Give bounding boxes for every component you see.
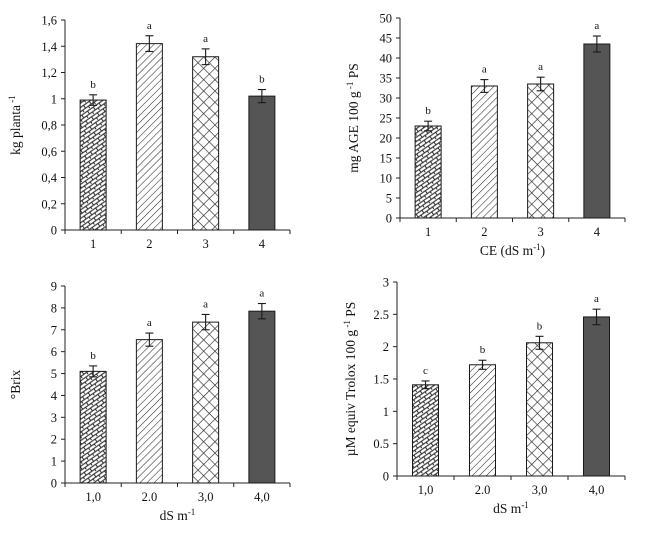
bar <box>583 43 611 219</box>
significance-letter: b <box>90 350 96 362</box>
y-tick-label: 0.5 <box>373 437 389 451</box>
bar <box>79 99 107 231</box>
y-tick-label: 1 <box>51 455 57 469</box>
bar <box>527 83 555 219</box>
y-tick-label: 40 <box>380 52 393 66</box>
y-tick-label: 1,4 <box>41 40 57 54</box>
y-tick-label: 2.5 <box>373 308 389 322</box>
significance-letter: a <box>482 64 487 76</box>
chart-panel-bottom-right: 0 0.5 1 1.5 2 2.5 3 c 1,0 b 2.0 b 3,0 a 4,0 µM equiv Tr… <box>342 276 626 516</box>
x-tick-label: 4,0 <box>589 483 605 497</box>
y-tick-label: 0 <box>383 470 389 484</box>
significance-letter: b <box>90 79 96 91</box>
bar <box>135 43 163 231</box>
y-tick-label: 10 <box>380 172 393 186</box>
x-tick-label: 3 <box>538 225 544 239</box>
y-tick-label: 4 <box>51 389 58 403</box>
y-axis-title: mg AGE 100 g -1 PS <box>345 63 361 173</box>
y-tick-label: 5 <box>386 192 392 206</box>
bar <box>79 370 107 484</box>
bar <box>248 310 276 484</box>
bar <box>526 342 553 477</box>
y-tick-label: 0,6 <box>41 145 57 159</box>
x-tick-label: 4,0 <box>254 490 270 504</box>
x-axis-title: dS m-1 <box>493 500 529 516</box>
x-tick-label: 2.0 <box>142 490 158 504</box>
y-tick-label: 7 <box>51 323 57 337</box>
y-tick-label: 5 <box>51 367 57 381</box>
y-tick-label: 20 <box>380 132 393 146</box>
y-tick-label: 2 <box>383 340 389 354</box>
x-tick-label: 1,0 <box>418 483 434 497</box>
chart-panel-top-left: 0 0,2 0,4 0,6 0,8 1 1,2 1,4 1,6 b 1 a 2 a 3 b 4 kg planta… <box>7 14 291 251</box>
y-axis-title: µM equiv Trolox 100 g -1 PS <box>342 302 358 456</box>
y-axis-title: kg planta -1 <box>7 95 23 155</box>
y-tick-label: 30 <box>380 92 393 106</box>
bar <box>192 56 220 231</box>
bar <box>470 85 498 219</box>
y-tick-label: 0,4 <box>41 171 57 185</box>
x-tick-label: 2 <box>481 225 487 239</box>
y-tick-label: 0 <box>386 212 392 226</box>
y-tick-label: 3 <box>51 411 57 425</box>
x-tick-label: 1,0 <box>85 490 101 504</box>
x-tick-label: 3,0 <box>198 490 214 504</box>
significance-letter: a <box>259 288 264 300</box>
bar <box>583 316 610 477</box>
x-tick-label: 4 <box>259 237 266 251</box>
significance-letter: a <box>203 33 208 45</box>
x-axis-title: dS m-1 <box>160 507 196 523</box>
x-tick-label: 3,0 <box>532 483 548 497</box>
y-tick-label: 50 <box>380 12 393 26</box>
y-tick-label: 1.5 <box>373 373 389 387</box>
chart-panel-top-right: 0 5 10 15 20 25 30 35 40 45 50 b 1 a 2 a 3 a 4 mg AGE 100 g… <box>345 12 626 258</box>
y-axis-title: °Brix <box>8 370 23 400</box>
y-tick-label: 0 <box>51 477 57 491</box>
x-tick-label: 1 <box>425 225 431 239</box>
y-tick-label: 0 <box>51 224 57 238</box>
y-tick-label: 45 <box>380 32 393 46</box>
bar <box>412 384 439 477</box>
y-tick-label: 0,2 <box>41 197 57 211</box>
significance-letter: a <box>538 61 543 73</box>
y-tick-label: 6 <box>51 345 57 359</box>
y-tick-label: 9 <box>51 280 57 294</box>
y-tick-label: 35 <box>380 72 393 86</box>
y-tick-label: 1 <box>51 92 57 106</box>
chart-panel-bottom-left: 0 1 2 3 4 5 6 7 8 9 b 1,0 a 2.0 a 3,0 a 4,0 °Brix dS m-1 <box>8 280 291 523</box>
bar <box>192 321 220 484</box>
y-tick-label: 0,8 <box>41 119 57 133</box>
significance-letter: a <box>147 20 152 32</box>
y-tick-label: 8 <box>51 301 57 315</box>
y-tick-label: 1,2 <box>41 66 57 80</box>
bar <box>248 95 276 231</box>
significance-letter: c <box>423 365 428 377</box>
y-tick-label: 15 <box>380 152 393 166</box>
significance-letter: a <box>594 293 599 305</box>
significance-letter: b <box>480 344 486 356</box>
significance-letter: b <box>425 105 431 117</box>
significance-letter: b <box>259 74 265 86</box>
bar <box>469 364 496 477</box>
significance-letter: a <box>203 298 208 310</box>
y-tick-label: 3 <box>383 276 389 290</box>
y-tick-label: 1,6 <box>41 14 57 28</box>
significance-letter: a <box>594 20 599 32</box>
x-tick-label: 2.0 <box>475 483 491 497</box>
significance-letter: b <box>537 320 543 332</box>
y-tick-label: 25 <box>380 112 393 126</box>
x-tick-label: 1 <box>90 237 96 251</box>
y-tick-label: 2 <box>51 433 57 447</box>
bar <box>414 125 442 219</box>
x-tick-label: 4 <box>594 225 601 239</box>
x-axis-title: CE (dS m-1) <box>480 242 545 258</box>
significance-letter: a <box>147 317 152 329</box>
bar <box>135 339 163 484</box>
y-tick-label: 1 <box>383 405 389 419</box>
x-tick-label: 2 <box>146 237 152 251</box>
x-tick-label: 3 <box>203 237 209 251</box>
charts-root: 0 0,2 0,4 0,6 0,8 1 1,2 1,4 1,6 b 1 a 2 a 3 b 4 kg planta… <box>7 12 626 523</box>
